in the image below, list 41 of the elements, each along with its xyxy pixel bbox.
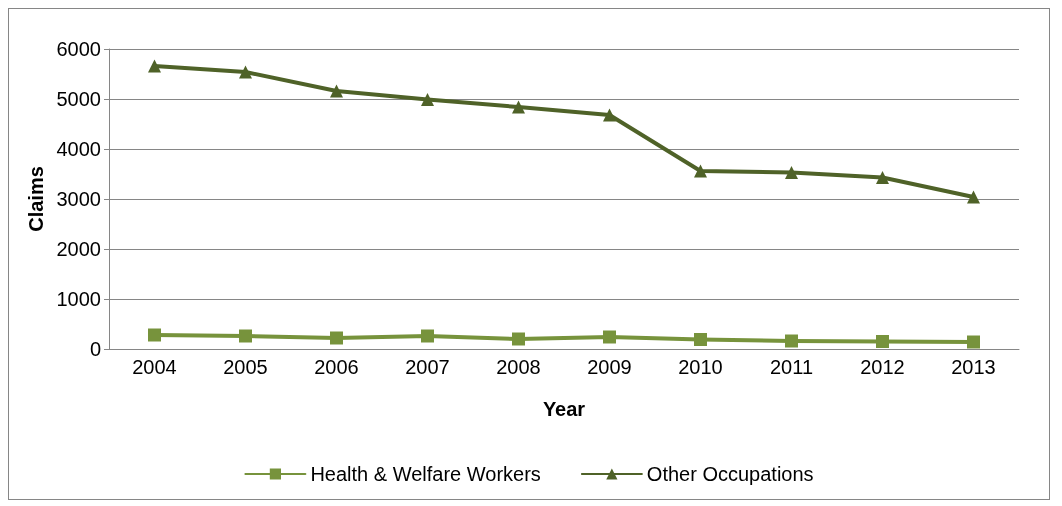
legend-label: Other Occupations <box>646 463 814 485</box>
point <box>694 333 707 346</box>
x-tick-label: 2011 <box>769 356 814 378</box>
y-tick-label: 1000 <box>56 288 101 310</box>
y-tick-label: 4000 <box>56 138 101 160</box>
y-tick-label: 5000 <box>56 88 101 110</box>
x-axis-title: Year <box>542 398 586 420</box>
y-tick-label: 6000 <box>56 38 101 60</box>
point <box>785 334 798 348</box>
point <box>967 190 980 204</box>
x-tick-label: 2012 <box>860 356 905 378</box>
y-tick-label: 0 <box>89 338 101 360</box>
y-tick-label: 2000 <box>56 238 101 260</box>
x-tick-label: 2006 <box>314 356 359 378</box>
point <box>239 329 252 343</box>
point <box>330 84 343 98</box>
x-tick-label: 2013 <box>951 356 996 378</box>
point <box>603 108 616 122</box>
x-tick-label: 2010 <box>678 356 723 378</box>
x-tick-label: 2005 <box>223 356 268 378</box>
x-tick-label: 2007 <box>405 356 450 378</box>
point <box>694 164 707 178</box>
y-axis-title: Claims <box>24 166 47 232</box>
point <box>421 93 434 106</box>
x-tick-label: 2009 <box>587 356 632 378</box>
point <box>512 100 525 114</box>
point <box>239 65 252 79</box>
point <box>330 331 343 345</box>
point <box>421 329 434 343</box>
point <box>967 335 980 349</box>
y-tick-label: 3000 <box>56 188 101 210</box>
x-tick-label: 2004 <box>132 356 177 378</box>
point <box>148 328 161 342</box>
point <box>512 332 525 346</box>
legend-label: Health & Welfare Workers <box>310 463 541 485</box>
point <box>785 166 798 179</box>
point <box>148 59 161 73</box>
x-tick-label: 2008 <box>496 356 541 378</box>
point <box>876 335 889 348</box>
point <box>876 171 889 184</box>
point <box>603 330 616 344</box>
